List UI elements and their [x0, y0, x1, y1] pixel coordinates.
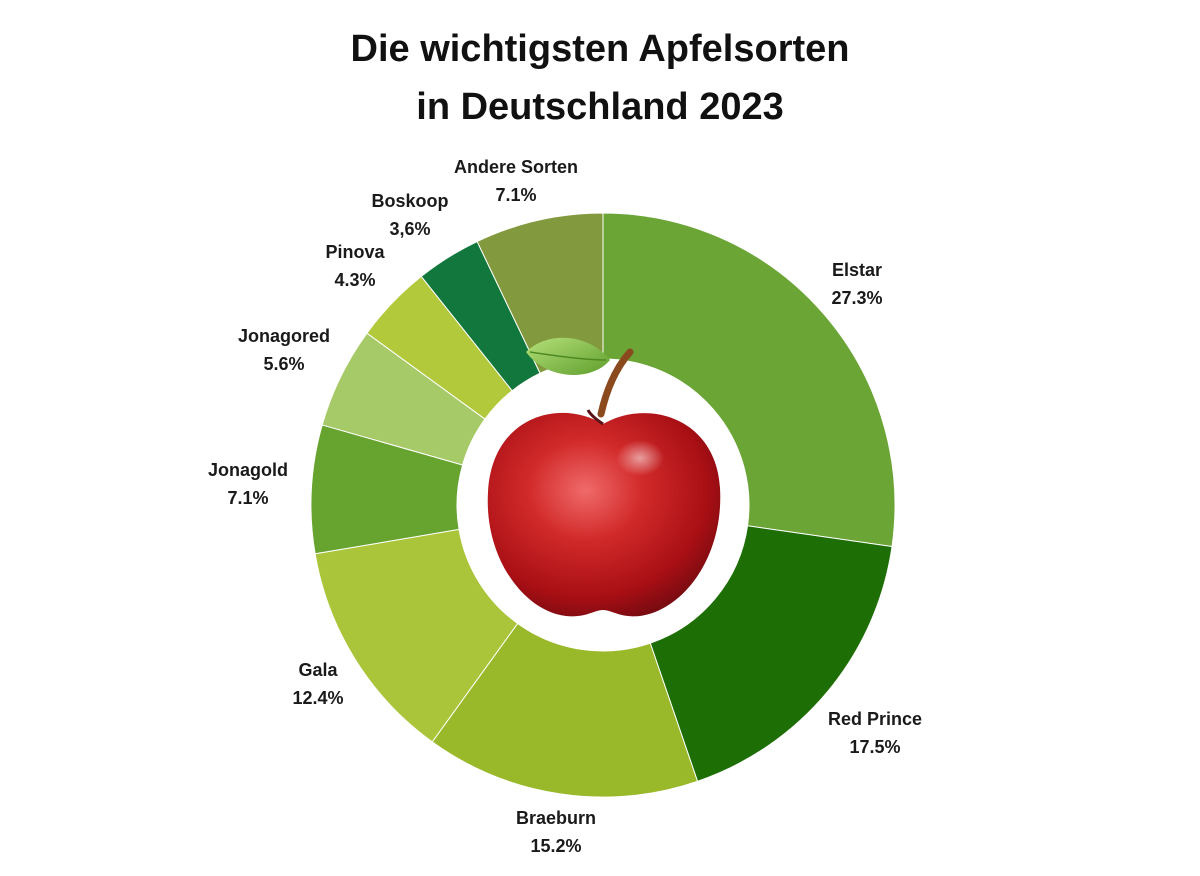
slice-name-label: Elstar: [832, 260, 882, 280]
chart-title-line-2: in Deutschland 2023: [416, 86, 784, 128]
slice-value-label: 4.3%: [334, 270, 375, 290]
apple-icon: [487, 337, 721, 617]
slice-name-label: Andere Sorten: [454, 157, 578, 177]
slice-name-label: Pinova: [325, 242, 385, 262]
slice-name-label: Gala: [298, 660, 338, 680]
chart-title-line-1: Die wichtigsten Apfelsorten: [350, 28, 850, 70]
slice-value-label: 27.3%: [831, 288, 882, 308]
slice-value-label: 17.5%: [849, 737, 900, 757]
slice-name-label: Jonagored: [238, 326, 330, 346]
slice-name-label: Jonagold: [208, 460, 288, 480]
slice-value-label: 12.4%: [292, 688, 343, 708]
slice-name-label: Boskoop: [371, 191, 448, 211]
slice-value-label: 7.1%: [227, 488, 268, 508]
slice-value-label: 3,6%: [389, 219, 430, 239]
slice-name-label: Braeburn: [516, 808, 596, 828]
slice-value-label: 7.1%: [495, 185, 536, 205]
slice-value-label: 15.2%: [530, 836, 581, 856]
slice-name-label: Red Prince: [828, 709, 922, 729]
slice-value-label: 5.6%: [263, 354, 304, 374]
donut-slices: [310, 212, 896, 798]
slice-labels: Elstar 27.3% Red Prince 17.5% Braeburn 15.2% G…: [208, 157, 922, 856]
